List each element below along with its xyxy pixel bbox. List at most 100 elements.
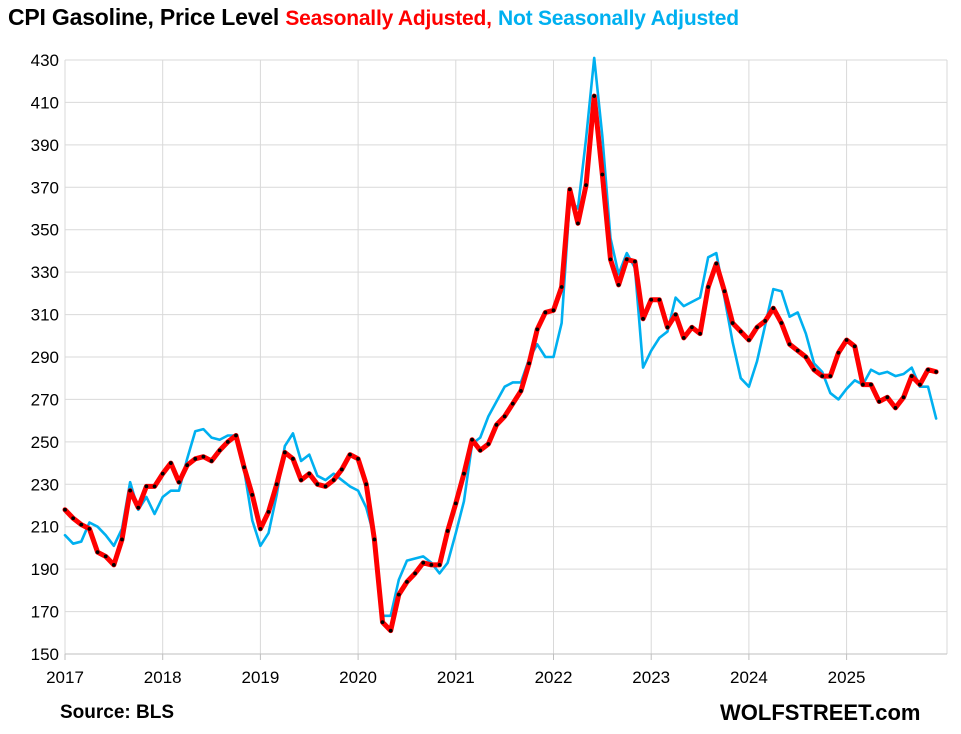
sa-data-point <box>909 374 914 378</box>
sa-data-point <box>567 187 572 192</box>
sa-data-point <box>258 526 263 531</box>
sa-data-point <box>519 389 523 393</box>
y-tick-label: 210 <box>31 518 59 537</box>
sa-data-point <box>445 529 450 533</box>
sa-data-point <box>103 554 108 559</box>
sa-data-point <box>388 628 393 633</box>
sa-data-point <box>152 484 157 489</box>
sa-data-point <box>763 319 768 323</box>
sa-data-point <box>803 355 808 359</box>
title-seasonally-adjusted: Seasonally Adjusted, <box>285 7 492 30</box>
sa-data-point <box>339 467 344 472</box>
sa-data-point <box>543 310 548 315</box>
sa-data-point <box>527 361 531 366</box>
y-tick-label: 310 <box>31 306 59 325</box>
sa-data-point <box>356 456 360 461</box>
sa-data-point <box>453 501 458 506</box>
sa-data-point <box>429 563 434 567</box>
sa-data-point <box>795 348 800 353</box>
sa-data-point <box>217 448 222 453</box>
sa-data-point <box>926 367 930 372</box>
sa-data-point <box>323 484 328 489</box>
title-main: CPI Gasoline, Price Level <box>8 4 280 30</box>
brand-watermark: WOLFSTREET.com <box>720 700 921 725</box>
sa-data-point <box>608 257 613 262</box>
x-tick-label: 2024 <box>730 668 768 687</box>
y-tick-label: 430 <box>31 51 59 70</box>
y-tick-label: 390 <box>31 136 59 155</box>
sa-data-point <box>820 374 825 378</box>
y-tick-label: 330 <box>31 263 59 282</box>
sa-data-point <box>331 478 336 482</box>
sa-data-point <box>592 94 597 98</box>
sa-data-point <box>128 488 133 493</box>
sa-data-point <box>510 401 515 406</box>
sa-data-point <box>177 480 181 485</box>
sa-data-point <box>250 492 255 497</box>
sa-data-point <box>79 522 84 527</box>
sa-data-point <box>291 456 295 461</box>
sa-data-point <box>120 537 124 542</box>
sa-data-point <box>698 331 702 336</box>
sa-data-point <box>242 465 247 470</box>
sa-data-point <box>771 306 776 311</box>
sa-data-point <box>917 382 922 387</box>
y-tick-label: 270 <box>31 390 59 409</box>
sa-data-point <box>470 437 474 442</box>
y-tick-label: 250 <box>31 433 59 452</box>
y-tick-label: 370 <box>31 178 59 197</box>
sa-data-point <box>63 507 67 512</box>
sa-data-point <box>95 550 100 555</box>
sa-data-point <box>641 316 645 321</box>
sa-data-point <box>633 259 637 264</box>
title-not-seasonally-adjusted: Not Seasonally Adjusted <box>497 7 739 30</box>
sa-data-point <box>755 325 759 330</box>
sa-data-point <box>274 482 279 487</box>
y-tick-label: 170 <box>31 603 59 622</box>
sa-data-point <box>673 312 678 317</box>
sa-data-point <box>502 414 507 419</box>
sa-data-point <box>828 374 833 378</box>
sa-data-point <box>690 325 694 330</box>
y-tick-label: 150 <box>31 645 59 664</box>
sa-data-point <box>87 526 92 531</box>
sa-data-point <box>714 261 719 266</box>
source-note: Source: BLS <box>60 702 175 723</box>
sa-data-point <box>836 350 841 355</box>
x-tick-label: 2023 <box>632 668 670 687</box>
sa-data-point <box>225 439 230 444</box>
sa-data-point <box>494 422 499 427</box>
sa-data-point <box>380 620 385 625</box>
x-tick-label: 2021 <box>437 668 475 687</box>
x-tick-label: 2019 <box>241 668 279 687</box>
sa-data-point <box>706 285 711 289</box>
sa-data-point <box>624 257 629 262</box>
sa-data-point <box>779 321 784 325</box>
sa-data-point <box>168 461 173 465</box>
series-line-not-seasonally-adjusted <box>63 56 938 618</box>
sa-data-point <box>681 336 686 340</box>
x-tick-label: 2025 <box>828 668 866 687</box>
sa-data-point <box>812 367 816 372</box>
sa-data-point <box>934 369 939 374</box>
y-tick-label: 230 <box>31 475 59 494</box>
y-axis-ticks: 150 170 190 210 230 250 270 290 310 330 350 370 390 4… <box>31 51 59 664</box>
sa-data-point <box>421 560 426 565</box>
sa-data-point <box>315 482 320 487</box>
sa-data-point <box>616 282 621 287</box>
x-tick-label: 2018 <box>144 668 182 687</box>
series-line-seasonally-adjusted <box>62 93 939 634</box>
sa-data-point <box>844 338 849 342</box>
sa-data-point <box>657 297 662 302</box>
sa-point-markers <box>63 94 939 633</box>
sa-data-point <box>364 482 369 487</box>
sa-data-point <box>559 285 564 289</box>
sa-data-point <box>893 406 898 410</box>
sa-data-point <box>860 382 865 387</box>
sa-data-point <box>901 395 906 400</box>
sa-data-point <box>396 592 401 597</box>
sa-data-point <box>551 308 556 313</box>
sa-data-point <box>478 448 483 453</box>
sa-data-point <box>869 382 873 387</box>
